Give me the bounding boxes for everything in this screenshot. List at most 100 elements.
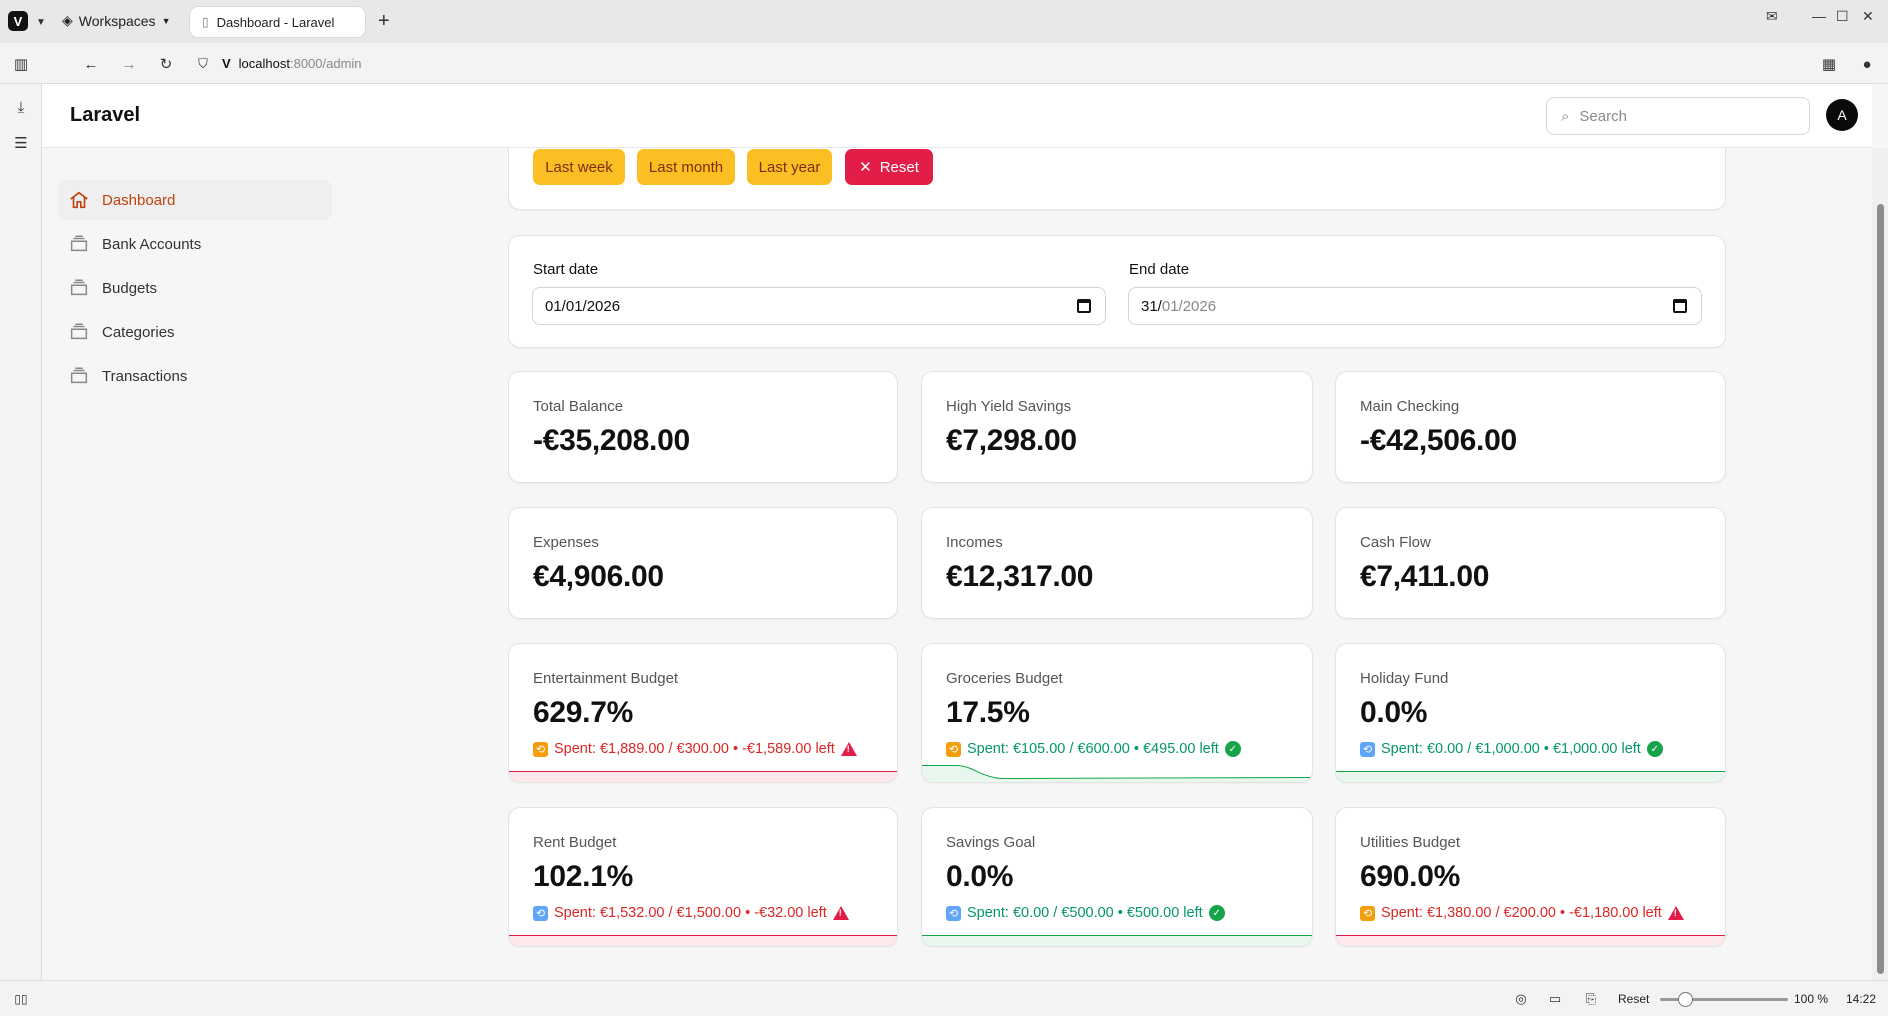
budget-description: ⟲ Spent: €105.00 / €600.00 • €495.00 lef… — [946, 741, 1241, 757]
calendar-icon[interactable] — [1673, 299, 1687, 313]
scrollbar-thumb[interactable] — [1877, 204, 1884, 974]
back-icon[interactable]: ← — [83, 55, 99, 73]
start-date-input[interactable]: 01/01/2026 — [532, 287, 1106, 325]
sidebar-item-categories[interactable]: Categories — [58, 312, 332, 352]
shield-icon[interactable]: ⛉ — [198, 56, 208, 71]
stat-value: 17.5% — [946, 696, 1030, 729]
capture-icon[interactable]: ◎ — [1515, 991, 1527, 1006]
stat-value: €7,298.00 — [946, 424, 1077, 457]
budget-sparkline — [1336, 935, 1725, 946]
profile-icon[interactable]: ● — [1862, 55, 1872, 73]
budget-utilities: Utilities Budget 690.0% ⟲ Spent: €1,380.… — [1335, 807, 1726, 947]
budget-desc-text: Spent: €1,380.00 / €200.00 • -€1,180.00 … — [1381, 905, 1662, 921]
budget-description: ⟲ Spent: €0.00 / €1,000.00 • €1,000.00 l… — [1360, 741, 1663, 757]
browser-tab-dashboard[interactable]: ▯ Dashboard - Laravel — [190, 7, 365, 37]
sidebar-item-bank-accounts[interactable]: Bank Accounts — [58, 224, 332, 264]
warning-icon — [840, 742, 857, 756]
stat-label: Utilities Budget — [1360, 834, 1461, 851]
stat-main-checking: Main Checking -€42,506.00 — [1335, 371, 1726, 483]
close-icon[interactable]: ✕ — [1862, 8, 1874, 24]
url-path: :8000/admin — [289, 55, 362, 71]
reset-button[interactable]: ✕ Reset — [845, 149, 933, 185]
stat-value: 629.7% — [533, 696, 633, 729]
stat-value: -€42,506.00 — [1360, 424, 1517, 457]
chevron-down-icon: ▼ — [161, 15, 171, 26]
browser-status-bar: ▯▯ ◎ ▭ ⎘ Reset 100 % 14:22 — [0, 980, 1888, 1016]
last-month-button[interactable]: Last month — [637, 149, 735, 185]
stat-label: Savings Goal — [946, 834, 1036, 851]
stat-value: -€35,208.00 — [533, 424, 690, 457]
url-host: localhost — [238, 55, 290, 71]
stat-expenses: Expenses €4,906.00 — [508, 507, 898, 619]
sidebar-item-budgets[interactable]: Budgets — [58, 268, 332, 308]
zoom-reset-button[interactable]: Reset — [1618, 992, 1650, 1006]
page-icon: ▯ — [202, 15, 209, 29]
budget-description: ⟲ Spent: €0.00 / €500.00 • €500.00 left … — [946, 905, 1225, 921]
workspaces-label: Workspaces — [78, 12, 156, 29]
check-circle-icon: ✓ — [1208, 905, 1225, 921]
calendar-icon[interactable] — [1077, 299, 1091, 313]
sidebar-nav: Dashboard Bank Accounts Budgets Categori… — [58, 180, 332, 400]
end-date-label: End date — [1129, 261, 1190, 278]
stat-value: €12,317.00 — [946, 560, 1094, 593]
warning-icon — [1667, 906, 1684, 920]
forward-icon[interactable]: → — [121, 55, 137, 73]
zoom-slider-handle[interactable] — [1678, 992, 1693, 1007]
stat-value: 0.0% — [946, 860, 1014, 893]
panel-toggle-icon[interactable]: ▥ — [13, 56, 29, 73]
main-content: Last week Last month Last year ✕ Reset S… — [508, 148, 1728, 948]
image-toggle-icon[interactable]: ⎘ — [1585, 991, 1597, 1006]
stack-icon — [70, 279, 88, 296]
budget-sparkline — [922, 935, 1312, 946]
stat-total-balance: Total Balance -€35,208.00 — [508, 371, 898, 483]
stat-label: Entertainment Budget — [533, 670, 679, 687]
budget-desc-text: Spent: €1,532.00 / €1,500.00 • -€32.00 l… — [554, 905, 827, 921]
maximize-icon[interactable]: ☐ — [1836, 8, 1849, 24]
brand-logo[interactable]: Laravel — [70, 104, 141, 126]
browser-address-bar: ▥ ← → ↻ ⛉ ▦ ● — [0, 43, 1888, 84]
zoom-slider[interactable] — [1660, 992, 1788, 1007]
stat-label: Expenses — [533, 534, 599, 551]
workspaces-button[interactable]: ◈ Workspaces ▼ — [62, 12, 170, 29]
stat-label: Incomes — [946, 534, 1003, 551]
sidebar-item-label: Bank Accounts — [102, 235, 202, 253]
zoom-level: 100 % — [1794, 992, 1829, 1006]
repeat-icon: ⟲ — [946, 905, 961, 921]
vivaldi-logo-icon[interactable]: V — [8, 11, 28, 31]
repeat-icon: ⟲ — [533, 905, 548, 921]
user-avatar[interactable]: A — [1826, 99, 1858, 131]
budget-desc-text: Spent: €105.00 / €600.00 • €495.00 left — [967, 741, 1219, 757]
reload-icon[interactable]: ↻ — [159, 56, 173, 73]
page-scrollbar[interactable] — [1872, 148, 1888, 980]
tiling-icon[interactable]: ▭ — [1548, 991, 1562, 1006]
minimize-icon[interactable]: — — [1812, 8, 1826, 24]
sidebar-item-transactions[interactable]: Transactions — [58, 356, 332, 396]
stat-value: 690.0% — [1360, 860, 1460, 893]
last-week-button[interactable]: Last week — [533, 149, 625, 185]
download-icon[interactable]: ⤓ — [17, 98, 25, 116]
check-circle-icon: ✓ — [1224, 741, 1241, 757]
stat-value: €7,411.00 — [1360, 560, 1490, 593]
extensions-icon[interactable]: ▦ — [1821, 56, 1837, 73]
stat-label: Groceries Budget — [946, 670, 1063, 687]
app-header: Laravel ⌕ A — [42, 84, 1872, 148]
notes-icon[interactable]: ☰ — [14, 135, 28, 152]
stat-high-yield-savings: High Yield Savings €7,298.00 — [921, 371, 1313, 483]
stat-incomes: Incomes €12,317.00 — [921, 507, 1313, 619]
search-box: ⌕ — [1546, 97, 1810, 135]
panel-icon[interactable]: ▯▯ — [14, 992, 28, 1006]
browser-menu-chevron-icon[interactable]: ▼ — [36, 16, 46, 28]
stack-icon — [70, 235, 88, 252]
end-date-input[interactable]: 31/01/2026 — [1128, 287, 1702, 325]
search-input[interactable] — [1579, 107, 1780, 125]
url-field[interactable]: V localhost:8000/admin — [222, 49, 1777, 77]
sidebar-item-dashboard[interactable]: Dashboard — [58, 180, 332, 220]
last-year-button[interactable]: Last year — [747, 149, 832, 185]
check-circle-icon: ✓ — [1646, 741, 1663, 757]
mail-icon[interactable]: ✉ — [1766, 8, 1778, 24]
budget-sparkline — [509, 935, 897, 946]
budget-entertainment: Entertainment Budget 629.7% ⟲ Spent: €1,… — [508, 643, 898, 783]
new-tab-button[interactable]: + — [378, 10, 390, 32]
stack-icon — [70, 323, 88, 340]
stat-label: Holiday Fund — [1360, 670, 1449, 687]
